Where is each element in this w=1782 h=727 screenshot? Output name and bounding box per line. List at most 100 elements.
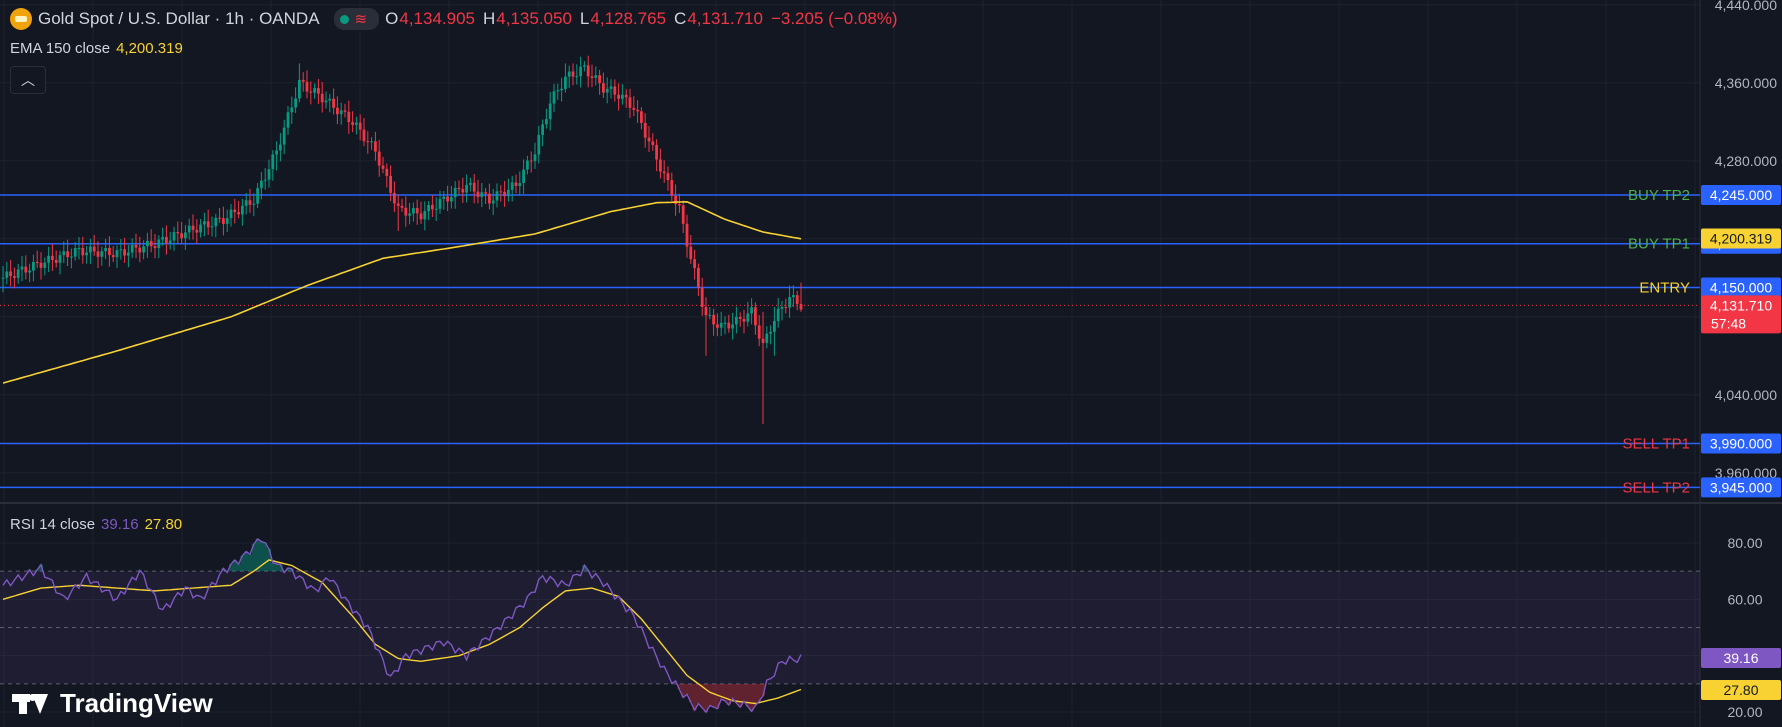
candle-body [13, 276, 16, 278]
candle-body [70, 256, 73, 258]
candle-body [431, 204, 434, 210]
symbol-legend[interactable]: Gold Spot / U.S. Dollar · 1h · OANDA ≋ O… [10, 8, 906, 30]
price-tick-label: 4,440.000 [1715, 0, 1777, 13]
open-key: O [385, 9, 399, 28]
candle-body [518, 183, 522, 186]
candle-body [366, 141, 370, 143]
candle-body [476, 191, 480, 197]
candle-body [700, 287, 704, 307]
candle-body [305, 81, 309, 92]
candle-body [347, 111, 351, 123]
candle-body [282, 127, 286, 145]
candle-body [58, 255, 62, 263]
candle-body [491, 200, 495, 204]
rsi-band [0, 570, 1700, 685]
rsi-oversold-fill [677, 683, 765, 713]
candle-body [659, 159, 662, 172]
candle-body [586, 65, 590, 77]
candle-body [1, 277, 5, 279]
candle-body [294, 98, 297, 108]
candle-body [754, 307, 757, 326]
trade-levels: BUY TP2 BUY TP1 ENTRY SELL TP1 SELL TP2 [0, 187, 1700, 496]
candle-body [377, 151, 381, 166]
candle-body [617, 94, 620, 99]
candle-body [343, 110, 347, 112]
candle-body [172, 232, 176, 241]
candle-body [9, 271, 12, 277]
candle-body [628, 97, 632, 108]
candle-body [20, 266, 24, 270]
candle-body [708, 314, 712, 316]
candle-body [187, 225, 191, 233]
candle-body [472, 182, 476, 192]
high-key: H [483, 9, 496, 28]
candle-body [374, 141, 377, 152]
market-status-pill[interactable]: ≋ [333, 8, 380, 30]
candle-body [320, 93, 324, 103]
candle-body [267, 169, 271, 180]
candle-body [324, 100, 328, 103]
candle-body [598, 75, 601, 84]
rsi-label: RSI 14 close [10, 516, 96, 533]
candle-body [560, 88, 563, 91]
last-price-tag: 4,131.710 [1710, 297, 1772, 313]
candle-body [556, 90, 560, 92]
candle-body [32, 261, 35, 271]
candle-body [355, 122, 358, 125]
ema-line [2, 200, 802, 384]
candle-body [85, 252, 88, 256]
rsi-ma-value-tag: 27.80 [1723, 682, 1758, 698]
candle-body [750, 307, 753, 314]
candle-body [385, 168, 389, 177]
candle-body [96, 251, 100, 257]
candle-body [290, 107, 294, 113]
candle-body [279, 144, 282, 151]
candle-body [590, 76, 594, 78]
candle-body [533, 154, 537, 161]
candle-body [389, 176, 392, 193]
candle-body [286, 112, 290, 128]
candle-body [545, 119, 548, 125]
level-name: ENTRY [1639, 280, 1690, 297]
candle-body [233, 209, 237, 213]
ema-legend[interactable]: EMA 150 close 4,200.319 [10, 40, 189, 57]
rsi-legend[interactable]: RSI 14 close 39.16 27.80 [10, 516, 188, 533]
candle-body [149, 240, 153, 247]
candle-body [115, 250, 119, 258]
close-key: C [674, 9, 687, 28]
candle-body [488, 193, 491, 204]
candle-body [731, 324, 734, 329]
candle-body [776, 308, 780, 321]
rsi-line [2, 538, 802, 714]
candle-body [92, 246, 96, 252]
candle-body [697, 268, 700, 288]
candle-body [358, 122, 362, 130]
tradingview-logo-icon [12, 692, 52, 716]
candle-body [225, 217, 229, 224]
candle-body [35, 261, 39, 263]
candle-body [66, 251, 69, 258]
candle-body [100, 251, 104, 257]
tradingview-logo[interactable]: TradingView [12, 688, 213, 719]
candle-body [248, 200, 252, 205]
candle-body [738, 316, 742, 319]
candle-body [727, 322, 731, 329]
collapse-legend-button[interactable]: ︿ [10, 66, 46, 94]
rsi-tick-label: 60.00 [1727, 591, 1762, 607]
candle-body [723, 322, 727, 324]
candle-body [457, 187, 461, 190]
candle-body [655, 145, 658, 160]
rsi-value-tag-bg [1701, 648, 1781, 669]
candle-body [621, 94, 624, 99]
candle-body [461, 189, 465, 193]
rsi-plot [2, 538, 802, 714]
candle-body [670, 180, 674, 196]
candle-body [522, 169, 525, 184]
candle-body [222, 218, 225, 224]
candle-body [89, 246, 92, 253]
price-axis[interactable]: 4,440.000 4,360.000 4,280.000 4,040.000 3,96… [1715, 0, 1777, 720]
candle-body [123, 249, 126, 256]
candle-body [446, 196, 449, 202]
candle-body [552, 91, 556, 104]
